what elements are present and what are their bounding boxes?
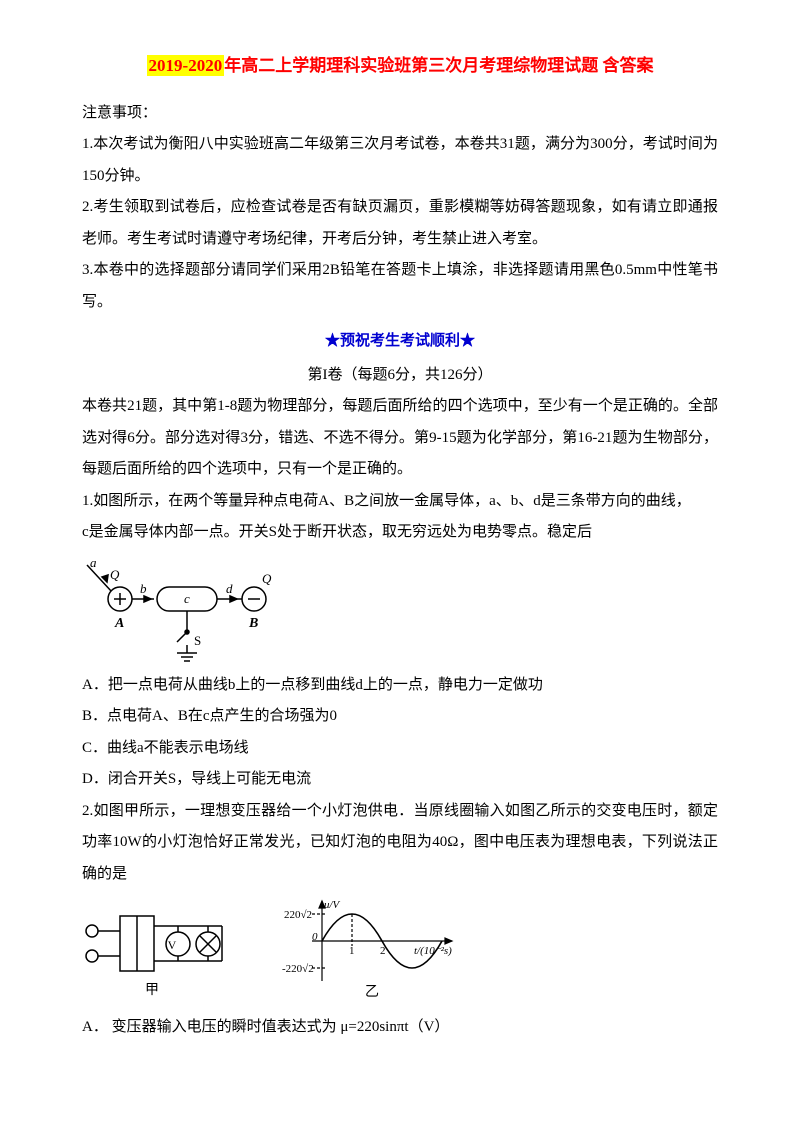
q1-diagram: a b c d A B S Q Q — [82, 557, 718, 662]
notice-heading: 注意事项： — [82, 98, 718, 130]
page-title: 2019-2020年高二上学期理科实验班第三次月考理综物理试题 含答案 — [82, 48, 718, 84]
q1-stem-line1: 1.如图所示，在两个等量异种点电荷A、B之间放一金属导体，a、b、d是三条带方向… — [82, 486, 718, 518]
notice-2: 2.考生领取到试卷后，应检查试卷是否有缺页漏页，重影模糊等妨碍答题现象，如有请立… — [82, 192, 718, 255]
q2-xtick-2: 2 — [380, 945, 386, 957]
q2-graph: u/V 220√2 -220√2 0 1 2 t/(10⁻²s) 乙 — [282, 896, 472, 1006]
q2-circuit: V 甲 — [82, 896, 232, 1006]
q2-ymax: 220√2 — [284, 909, 312, 921]
q1-label-d: d — [226, 581, 233, 596]
q1-label-Q2: Q — [262, 571, 272, 586]
q1-option-a: A．把一点电荷从曲线b上的一点移到曲线d上的一点，静电力一定做功 — [82, 670, 718, 702]
q2-xtick-1: 1 — [349, 945, 355, 957]
q1-option-b: B．点电荷A、B在c点产生的合场强为0 — [82, 701, 718, 733]
q2-left-label: 甲 — [145, 983, 159, 998]
section-1-heading: 第I卷（每题6分，共126分） — [82, 360, 718, 392]
notice-1: 1.本次考试为衡阳八中实验班高二年级第三次月考试卷，本卷共31题，满分为300分… — [82, 129, 718, 192]
q1-label-S: S — [194, 633, 201, 648]
q1-option-d: D．闭合开关S，导线上可能无电流 — [82, 764, 718, 796]
title-year-highlight: 2019-2020 — [147, 55, 225, 76]
good-luck-wish: ★预祝考生考试顺利★ — [82, 326, 718, 358]
q2-ymin: -220√2 — [282, 963, 314, 975]
q1-label-c: c — [184, 591, 190, 606]
q1-label-A: A — [114, 616, 124, 631]
q2-ylabel: u/V — [324, 899, 341, 911]
q1-label-a: a — [90, 557, 97, 570]
title-rest: 年高二上学期理科实验班第三次月考理综物理试题 含答案 — [224, 56, 653, 75]
notice-3: 3.本卷中的选择题部分请同学们采用2B铅笔在答题卡上填涂，非选择题请用黑色0.5… — [82, 255, 718, 318]
q1-label-b: b — [140, 581, 147, 596]
q2-stem: 2.如图甲所示，一理想变压器给一个小灯泡供电．当原线圈输入如图乙所示的交变电压时… — [82, 796, 718, 891]
q1-option-c: C．曲线a不能表示电场线 — [82, 733, 718, 765]
q1-label-Q1: Q — [110, 567, 120, 582]
q2-xlabel: t/(10⁻²s) — [414, 945, 452, 957]
instructions: 本卷共21题，其中第1-8题为物理部分，每题后面所给的四个选项中，至少有一个是正… — [82, 391, 718, 486]
svg-text:V: V — [168, 938, 177, 952]
q1-label-B: B — [248, 616, 258, 631]
q1-stem-line2: c是金属导体内部一点。开关S处于断开状态，取无穷远处为电势零点。稳定后 — [82, 517, 718, 549]
q2-option-a: A． 变压器输入电压的瞬时值表达式为 μ=220sinπt（V） — [82, 1012, 718, 1044]
q2-origin: 0 — [312, 931, 318, 943]
q2-diagram: V 甲 u/V 220√2 -220√2 0 1 2 t/(10⁻²s) 乙 — [82, 896, 718, 1006]
q2-right-label: 乙 — [365, 984, 379, 1000]
